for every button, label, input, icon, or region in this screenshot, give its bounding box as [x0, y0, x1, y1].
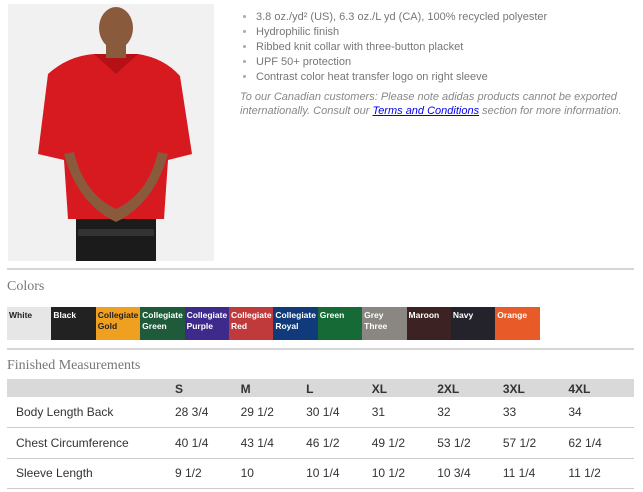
measurement-cell: 53 1/2 [437, 427, 503, 459]
measurements-table: S M L XL 2XL 3XL 4XL Body Length Back 28 3/4 29 1… [7, 379, 634, 489]
size-header: M [240, 379, 307, 397]
measurement-cell: 33 [502, 397, 569, 428]
measurements-heading: Finished Measurements [7, 358, 141, 373]
measurement-cell: 11 1/2 [568, 458, 634, 489]
size-header: 4XL [568, 379, 634, 397]
measurement-cell: 49 1/2 [371, 427, 438, 459]
measurement-cell: 30 1/4 [306, 397, 372, 428]
feature-item: 3.8 oz./yd² (US), 6.3 oz./L yd (CA), 100… [256, 10, 630, 25]
terms-link[interactable]: Terms and Conditions [372, 104, 480, 117]
table-row: Sleeve Length 9 1/2 10 10 1/4 10 1/2 10 3/4 11… [7, 458, 634, 489]
table-row: Body Length Back 28 3/4 29 1/2 30 1/4 31 32 33… [7, 397, 634, 428]
canada-note: To our Canadian customers: Please note a… [240, 91, 622, 117]
measurement-cell: 31 [371, 397, 438, 428]
product-photo [8, 4, 214, 261]
colors-heading: Colors [7, 279, 45, 294]
feature-item: UPF 50+ protection [256, 55, 630, 70]
measurement-cell: 34 [568, 397, 634, 428]
measurement-cell: 9 1/2 [175, 458, 241, 489]
measurement-cell: 57 1/2 [502, 427, 569, 459]
measurement-cell: 10 [240, 458, 307, 489]
divider [7, 268, 634, 270]
measurement-cell: 10 1/4 [306, 458, 372, 489]
size-header: S [175, 379, 241, 397]
measurement-cell: 10 1/2 [371, 458, 438, 489]
table-row: Chest Circumference 40 1/4 43 1/4 46 1/2 49 … [7, 427, 634, 459]
row-label: Sleeve Length [7, 458, 175, 489]
color-swatch[interactable]: Collegiate Purple [184, 307, 229, 340]
feature-item: Ribbed knit collar with three-button pla… [256, 40, 630, 55]
size-header: 2XL [437, 379, 503, 397]
feature-item: Hydrophilic finish [256, 25, 630, 40]
feature-item: Contrast color heat transfer logo on rig… [256, 70, 630, 85]
color-swatch[interactable]: Orange [495, 307, 540, 340]
feature-list: 3.8 oz./yd² (US), 6.3 oz./L yd (CA), 100… [240, 10, 630, 118]
color-swatch[interactable]: Collegiate Red [228, 307, 274, 340]
measurement-cell: 11 1/4 [502, 458, 569, 489]
measurement-cell: 46 1/2 [306, 427, 372, 459]
color-swatch[interactable]: Navy [450, 307, 496, 340]
measurement-cell: 28 3/4 [175, 397, 241, 428]
color-swatch[interactable]: Collegiate Gold [95, 307, 141, 340]
row-label: Body Length Back [7, 397, 175, 428]
row-label: Chest Circumference [7, 427, 175, 459]
size-header: XL [371, 379, 438, 397]
measurement-cell: 40 1/4 [175, 427, 241, 459]
size-header: L [306, 379, 372, 397]
color-swatch[interactable]: Grey Three [362, 307, 407, 340]
size-header: 3XL [502, 379, 569, 397]
measurement-cell: 43 1/4 [240, 427, 307, 459]
color-swatch[interactable]: Black [51, 307, 96, 340]
measurement-cell: 62 1/4 [568, 427, 634, 459]
divider [7, 348, 634, 350]
measurement-cell: 32 [437, 397, 503, 428]
color-swatch[interactable]: Collegiate Royal [273, 307, 318, 340]
color-swatch[interactable]: Green [317, 307, 363, 340]
color-swatch[interactable]: White [7, 307, 52, 340]
color-swatch[interactable]: Maroon [406, 307, 451, 340]
color-swatch[interactable]: Collegiate Green [140, 307, 185, 340]
measurement-cell: 29 1/2 [240, 397, 307, 428]
measurement-cell: 10 3/4 [437, 458, 503, 489]
color-swatches: White Black Collegiate Gold Collegiate Green C… [7, 307, 540, 340]
